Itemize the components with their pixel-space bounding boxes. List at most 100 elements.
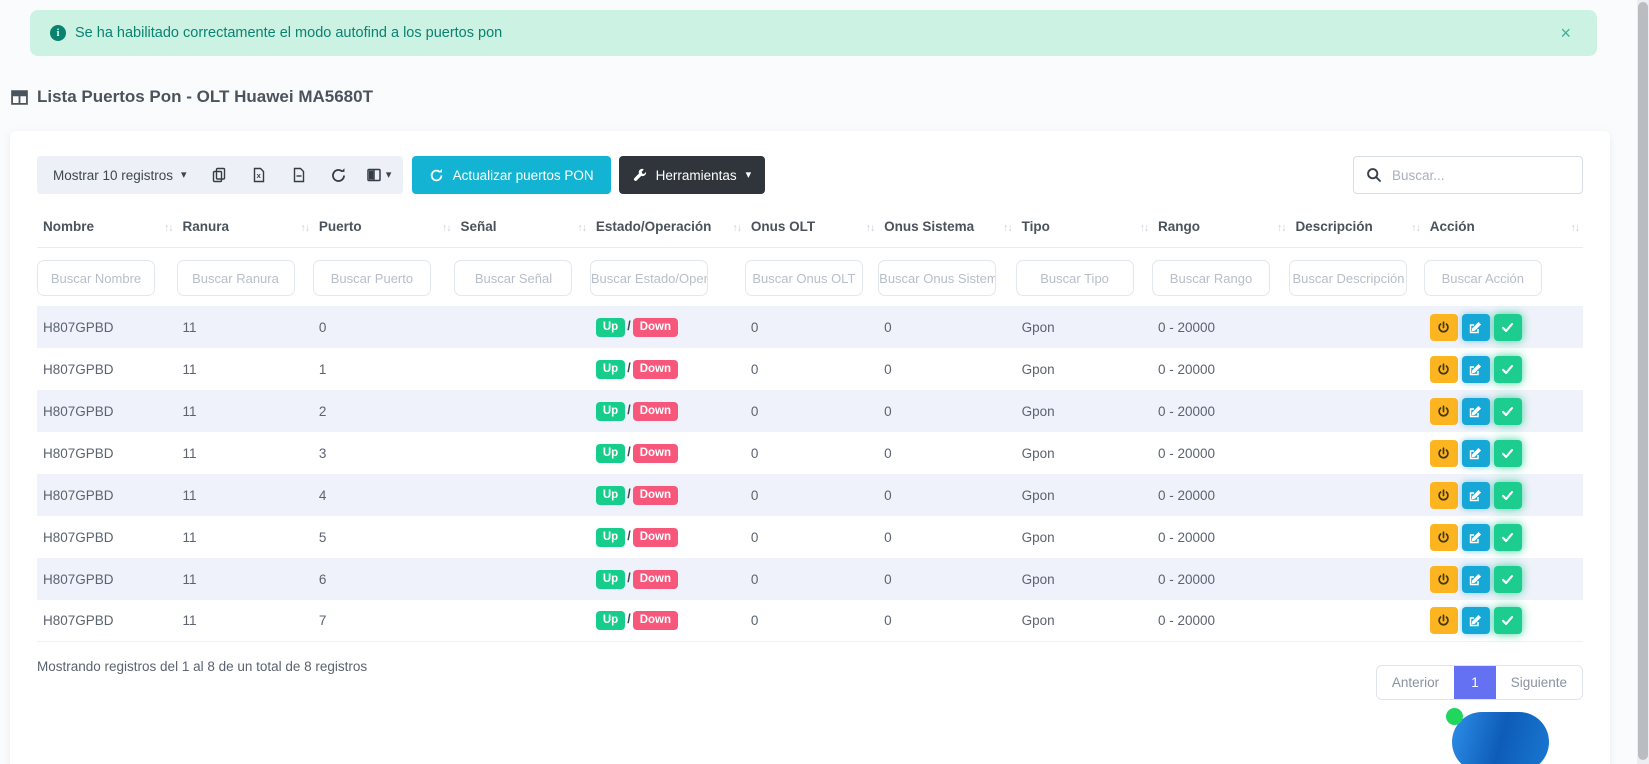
sort-icon[interactable]: ↑↓ <box>1411 222 1420 234</box>
sort-icon[interactable]: ↑↓ <box>300 222 309 234</box>
power-icon <box>1437 614 1450 627</box>
power-button[interactable] <box>1429 607 1458 634</box>
cell-tipo: Gpon <box>1021 529 1055 545</box>
column-visibility-icon[interactable]: ▾ <box>359 156 399 194</box>
status-down-badge: Down <box>632 443 678 463</box>
scrollbar-thumb[interactable] <box>1638 2 1648 760</box>
file-export-icon[interactable] <box>279 156 319 194</box>
filter-cell-estado <box>589 248 745 306</box>
confirm-button[interactable] <box>1493 397 1522 425</box>
cell-rango: 0 - 20000 <box>1152 600 1290 642</box>
power-button[interactable] <box>1429 565 1458 593</box>
filter-input-onus-olt[interactable] <box>744 260 863 296</box>
copy-icon[interactable] <box>199 156 239 194</box>
column-header-estado[interactable]: ↑↓ Estado/Operación <box>589 211 745 248</box>
sort-icon[interactable]: ↑↓ <box>865 222 875 234</box>
edit-button[interactable] <box>1461 607 1490 634</box>
cell-onus-sistema: 0 <box>878 600 1016 642</box>
edit-button[interactable] <box>1461 397 1490 425</box>
filter-input-tipo[interactable] <box>1015 260 1134 296</box>
check-icon <box>1501 363 1514 376</box>
filter-input-accion[interactable] <box>1423 260 1542 296</box>
column-header-puerto[interactable]: ↑↓ Puerto <box>312 211 455 248</box>
scrollbar-track[interactable] <box>1637 0 1649 764</box>
confirm-button[interactable] <box>1493 565 1522 593</box>
column-header-senal[interactable]: ↑↓ Señal <box>454 211 590 248</box>
cell-puerto: 2 <box>318 403 327 419</box>
sort-icon[interactable]: ↑↓ <box>1276 222 1286 234</box>
close-icon[interactable]: × <box>1560 22 1571 43</box>
confirm-button[interactable] <box>1493 523 1522 551</box>
tools-button[interactable]: Herramientas ▾ <box>618 156 766 194</box>
column-header-nombre[interactable]: ↑↓ Nombre <box>37 211 177 248</box>
edit-button[interactable] <box>1461 565 1490 593</box>
cell-descripcion <box>1289 390 1423 432</box>
edit-button[interactable] <box>1461 439 1490 467</box>
excel-file-icon[interactable]: x <box>239 156 279 194</box>
cell-nombre: H807GPBD <box>43 403 114 419</box>
column-header-rango[interactable]: ↑↓ Rango <box>1152 211 1290 248</box>
search-input[interactable] <box>1392 167 1570 183</box>
confirm-button[interactable] <box>1493 607 1522 634</box>
column-header-tipo[interactable]: ↑↓ Tipo <box>1015 211 1152 248</box>
filter-input-estado[interactable] <box>589 260 708 296</box>
power-button[interactable] <box>1429 355 1458 383</box>
confirm-button[interactable] <box>1493 439 1522 467</box>
power-button[interactable] <box>1429 481 1458 509</box>
header-row: ↑↓ Nombre ↑↓ Ranura ↑↓ Puerto ↑↓ Señal ↑↓ Estado/… <box>37 211 1583 248</box>
cell-senal <box>454 474 589 516</box>
edit-button[interactable] <box>1461 313 1490 341</box>
edit-button[interactable] <box>1461 481 1490 509</box>
column-header-onus-olt[interactable]: ↑↓ Onus OLT <box>744 211 879 248</box>
filter-input-onus-sistema[interactable] <box>878 260 997 296</box>
edit-button[interactable] <box>1461 355 1490 383</box>
column-header-ranura[interactable]: ↑↓ Ranura <box>176 211 313 248</box>
filter-input-ranura[interactable] <box>176 260 295 296</box>
filter-input-rango[interactable] <box>1152 260 1270 296</box>
filter-input-puerto[interactable] <box>312 260 431 296</box>
cell-ranura: 11 <box>182 403 197 419</box>
status-down-badge: Down <box>632 401 678 421</box>
confirm-button[interactable] <box>1493 481 1522 509</box>
sort-icon[interactable]: ↑↓ <box>1570 222 1580 234</box>
status-separator: / <box>627 360 631 375</box>
sort-icon[interactable]: ↑↓ <box>732 222 741 234</box>
pagination-current-page[interactable]: 1 <box>1454 666 1496 699</box>
cell-onus-sistema: 0 <box>884 319 892 335</box>
chat-widget-button[interactable] <box>1446 708 1549 764</box>
pagination-previous[interactable]: Anterior <box>1376 666 1455 699</box>
power-button[interactable] <box>1429 397 1458 425</box>
cell-onus-sistema: 0 <box>884 487 892 503</box>
cell-rango: 0 - 20000 <box>1158 361 1216 377</box>
sort-icon[interactable]: ↑↓ <box>164 222 173 234</box>
refresh-icon[interactable] <box>319 156 359 194</box>
length-menu-select[interactable]: Mostrar 10 registros ▾ <box>41 168 199 183</box>
update-ports-button[interactable]: Actualizar puertos PON <box>411 156 611 194</box>
status-separator: / <box>627 528 631 543</box>
status-separator: / <box>627 444 631 459</box>
table-row: H807GPBD 11 2 Up / Down 0 0 Gpon 0 - 20000 <box>37 390 1583 432</box>
column-header-onus-sistema[interactable]: ↑↓ Onus Sistema <box>878 211 1016 248</box>
sort-icon[interactable]: ↑↓ <box>1003 222 1012 234</box>
records-info: Mostrando registros del 1 al 8 de un tot… <box>37 659 368 674</box>
filter-input-senal[interactable] <box>454 260 573 296</box>
pagination-next[interactable]: Siguiente <box>1495 666 1582 699</box>
sort-icon[interactable]: ↑↓ <box>1139 222 1149 234</box>
chevron-down-icon: ▾ <box>181 168 187 181</box>
edit-pencil-icon <box>1469 447 1482 460</box>
filter-input-descripcion[interactable] <box>1289 260 1408 296</box>
power-button[interactable] <box>1429 439 1458 467</box>
filter-input-nombre[interactable] <box>37 260 155 296</box>
edit-button[interactable] <box>1461 523 1490 551</box>
column-header-descripcion[interactable]: ↑↓ Descripción <box>1289 211 1424 248</box>
cell-tipo: Gpon <box>1015 600 1152 642</box>
column-header-accion[interactable]: ↑↓ Acción <box>1423 211 1583 248</box>
confirm-button[interactable] <box>1493 313 1522 341</box>
power-button[interactable] <box>1429 523 1458 551</box>
cell-descripcion <box>1289 558 1423 600</box>
power-button[interactable] <box>1429 313 1458 341</box>
sort-icon[interactable]: ↑↓ <box>441 222 451 234</box>
confirm-button[interactable] <box>1493 355 1522 383</box>
sort-icon[interactable]: ↑↓ <box>577 222 586 234</box>
power-icon <box>1437 362 1450 376</box>
